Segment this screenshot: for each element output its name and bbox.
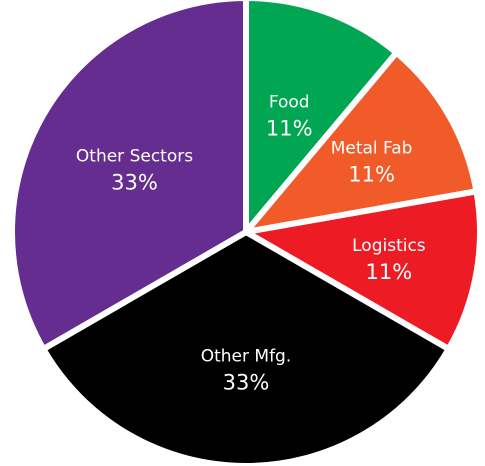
labels-layer: Food 11% Metal Fab 11% Logistics 11% Other Mfg… bbox=[76, 92, 426, 394]
slice-value-other-sectors: 33% bbox=[111, 171, 158, 195]
slice-value-food: 11% bbox=[266, 116, 313, 140]
pie-slice-metal-fab bbox=[238, 48, 480, 237]
slice-value-logistics: 11% bbox=[366, 260, 413, 284]
slice-label-other-mfg: Other Mfg. bbox=[201, 347, 292, 367]
slice-value-other-mfg: 33% bbox=[223, 371, 270, 395]
pie-slice-logistics bbox=[237, 187, 483, 354]
slices-layer bbox=[9, 0, 483, 466]
slice-label-logistics: Logistics bbox=[352, 236, 426, 256]
slice-label-metal-fab: Metal Fab bbox=[331, 139, 413, 159]
pie-slice-other-sectors bbox=[9, 0, 249, 354]
slice-value-metal-fab: 11% bbox=[348, 163, 395, 187]
pie-slice-food bbox=[243, 0, 401, 241]
slice-label-other-sectors: Other Sectors bbox=[76, 147, 193, 167]
slice-label-food: Food bbox=[269, 92, 310, 112]
